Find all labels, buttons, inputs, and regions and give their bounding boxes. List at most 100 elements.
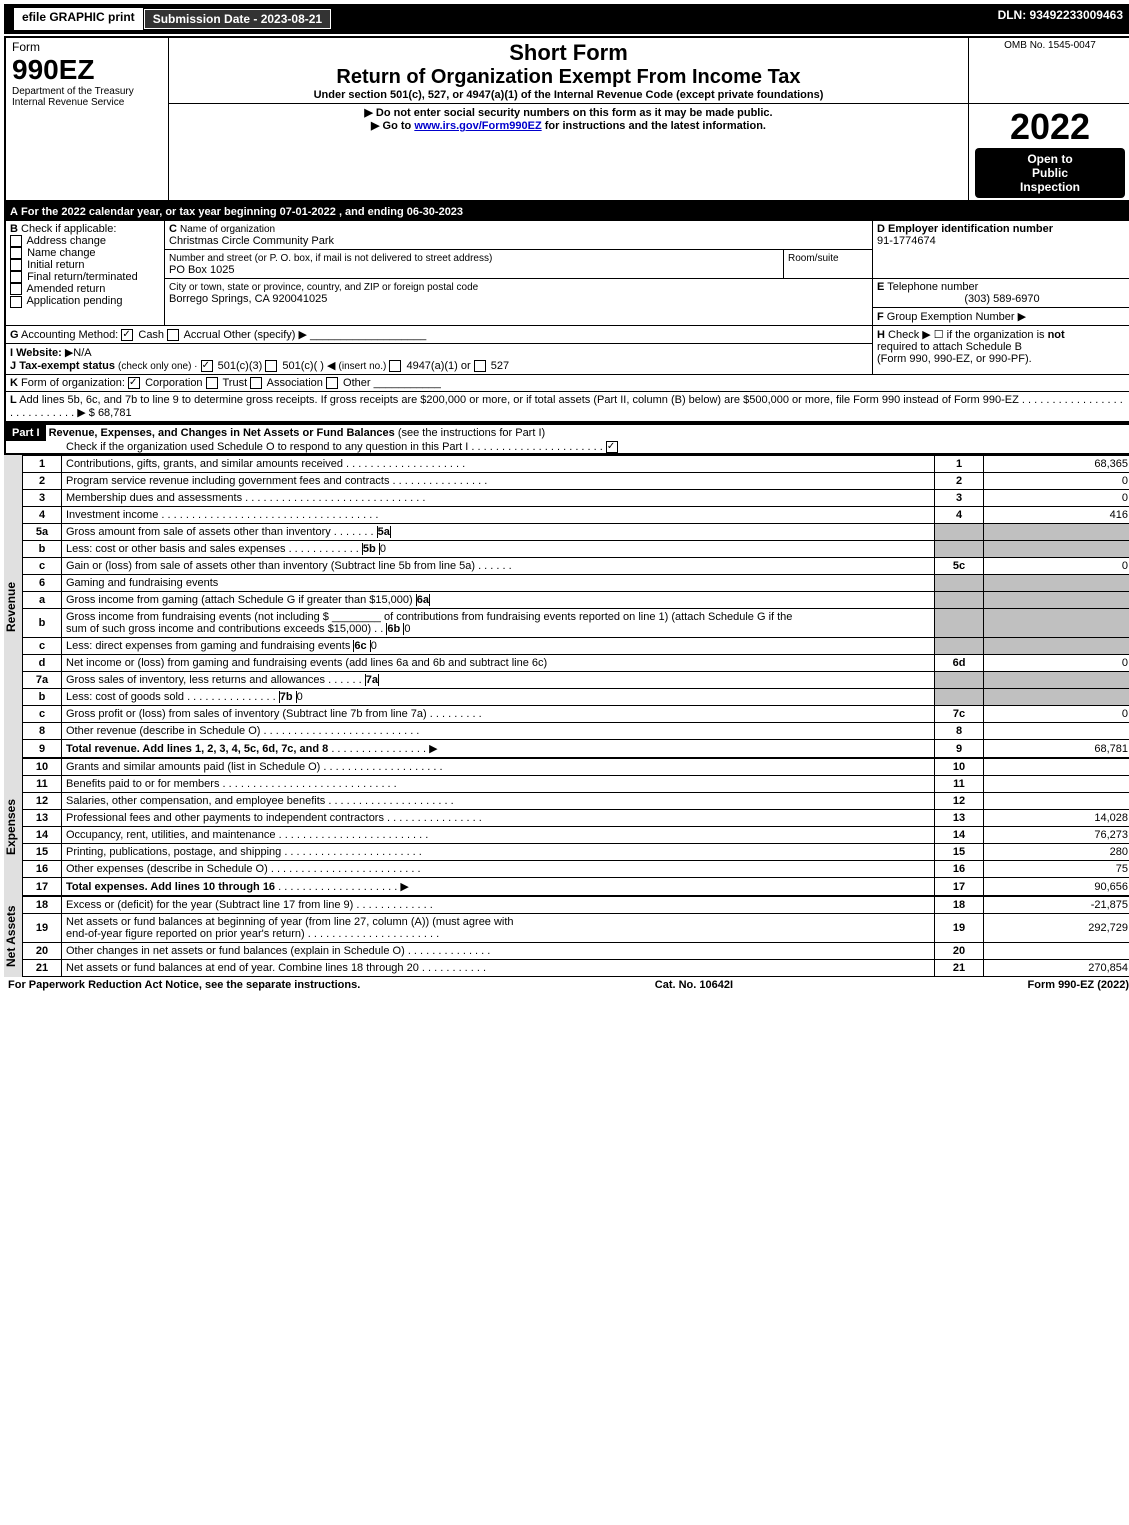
checkbox-initial-return[interactable]: [10, 259, 22, 271]
checkbox-application-pending[interactable]: [10, 296, 22, 308]
name-change-label: Name change: [27, 247, 96, 259]
j-note: (check only one) ·: [118, 361, 197, 372]
line-8-desc: Other revenue (describe in Schedule O): [66, 725, 260, 737]
irs-link[interactable]: www.irs.gov/Form990EZ: [414, 120, 541, 132]
checkbox-accrual[interactable]: [167, 329, 179, 341]
line-15: 15Printing, publications, postage, and s…: [23, 844, 1129, 861]
h-text3: (Form 990, 990-EZ, or 990-PF).: [877, 353, 1032, 365]
line-5c-desc: Gain or (loss) from sale of assets other…: [66, 560, 475, 572]
line-18-desc: Excess or (deficit) for the year (Subtra…: [66, 899, 353, 911]
checkbox-527[interactable]: [474, 360, 486, 372]
line-12-amt: [984, 793, 1129, 810]
checkbox-name-change[interactable]: [10, 247, 22, 259]
line-17: 17Total expenses. Add lines 10 through 1…: [23, 878, 1129, 896]
line-4-desc: Investment income: [66, 509, 158, 521]
g-label: Accounting Method:: [21, 329, 118, 341]
line-2-amt: 0: [984, 473, 1129, 490]
b-label: Check if applicable:: [21, 223, 116, 235]
line-1-desc: Contributions, gifts, grants, and simila…: [66, 458, 343, 470]
line-10-amt: [984, 759, 1129, 776]
expenses-label: Expenses: [4, 758, 22, 896]
footer-right: Form 990-EZ (2022): [1028, 979, 1129, 991]
line-8: 8Other revenue (describe in Schedule O) …: [23, 723, 1129, 740]
checkbox-corporation[interactable]: [128, 377, 140, 389]
inspection-box: Open to Public Inspection: [975, 148, 1125, 198]
line-2-desc: Program service revenue including govern…: [66, 475, 389, 487]
ein-value: 91-1774674: [877, 235, 936, 247]
part1-check-note: Check if the organization used Schedule …: [6, 441, 468, 453]
line-7c: cGross profit or (loss) from sales of in…: [23, 706, 1129, 723]
street-value: PO Box 1025: [169, 264, 234, 276]
phone-value: (303) 589-6970: [877, 293, 1127, 305]
line-6b-subamt: 0: [403, 623, 410, 635]
app-pending-label: Application pending: [26, 295, 122, 307]
tax-year: 2022: [975, 106, 1125, 148]
efile-label[interactable]: efile GRAPHIC print: [14, 8, 143, 30]
c-name-label: Name of organization: [180, 224, 275, 235]
line-16-amt: 75: [984, 861, 1129, 878]
line-15-amt: 280: [984, 844, 1129, 861]
checkbox-schedule-o[interactable]: [606, 441, 618, 453]
checkbox-final-return[interactable]: [10, 271, 22, 283]
inspection: Inspection: [979, 180, 1121, 194]
line-14: 14Occupancy, rent, utilities, and mainte…: [23, 827, 1129, 844]
checkbox-4947[interactable]: [389, 360, 401, 372]
checkbox-address-change[interactable]: [10, 235, 22, 247]
line-6c-subamt: 0: [370, 640, 377, 652]
omb-number: OMB No. 1545-0047: [975, 40, 1125, 51]
line-6b-desc2: of contributions from fundraising events…: [384, 611, 792, 623]
line-4: 4Investment income . . . . . . . . . . .…: [23, 507, 1129, 524]
line-6d-amt: 0: [984, 655, 1129, 672]
h-text1: Check ▶ ☐ if the organization is: [888, 329, 1048, 341]
line-19: 19 Net assets or fund balances at beginn…: [23, 914, 1129, 943]
assoc-label: Association: [267, 377, 323, 389]
goto-suffix: for instructions and the latest informat…: [545, 120, 766, 132]
corp-label: Corporation: [145, 377, 202, 389]
checkbox-501c3[interactable]: [201, 360, 213, 372]
line-14-desc: Occupancy, rent, utilities, and maintena…: [66, 829, 276, 841]
amended-return-label: Amended return: [26, 283, 105, 295]
initial-return-label: Initial return: [27, 259, 84, 271]
line-8-amt: [984, 723, 1129, 740]
line-11-amt: [984, 776, 1129, 793]
k-label: Form of organization:: [21, 377, 125, 389]
netassets-label: Net Assets: [4, 896, 22, 977]
checkbox-501c[interactable]: [265, 360, 277, 372]
checkbox-association[interactable]: [250, 377, 262, 389]
line-20-amt: [984, 943, 1129, 960]
line-3-amt: 0: [984, 490, 1129, 507]
line-21-desc: Net assets or fund balances at end of ye…: [66, 962, 419, 974]
line-6a: aGross income from gaming (attach Schedu…: [23, 592, 1129, 609]
line-1-amt: 68,365: [984, 456, 1129, 473]
public: Public: [979, 166, 1121, 180]
short-form-title: Short Form: [175, 40, 962, 66]
line-21: 21Net assets or fund balances at end of …: [23, 960, 1129, 977]
line-1: 1Contributions, gifts, grants, and simil…: [23, 456, 1129, 473]
page-footer: For Paperwork Reduction Act Notice, see …: [4, 977, 1129, 993]
line-3-desc: Membership dues and assessments: [66, 492, 242, 504]
line-6c: cLess: direct expenses from gaming and f…: [23, 638, 1129, 655]
city-label: City or town, state or province, country…: [169, 282, 478, 293]
line-12: 12Salaries, other compensation, and empl…: [23, 793, 1129, 810]
line-a-text: For the 2022 calendar year, or tax year …: [21, 206, 463, 218]
checkbox-trust[interactable]: [206, 377, 218, 389]
line-6b-desc1: Gross income from fundraising events (no…: [66, 611, 329, 623]
f-label: Group Exemption Number: [887, 311, 1015, 323]
part1-header: Part I Revenue, Expenses, and Changes in…: [4, 423, 1129, 455]
line-13-amt: 14,028: [984, 810, 1129, 827]
checkbox-other-org[interactable]: [326, 377, 338, 389]
trust-label: Trust: [222, 377, 247, 389]
line-5b: bLess: cost or other basis and sales exp…: [23, 541, 1129, 558]
submission-date: Submission Date - 2023-08-21: [144, 9, 331, 29]
line-12-desc: Salaries, other compensation, and employ…: [66, 795, 325, 807]
other-org-label: Other: [343, 377, 371, 389]
line-9-desc: Total revenue. Add lines 1, 2, 3, 4, 5c,…: [66, 743, 328, 755]
revenue-section: Revenue 1Contributions, gifts, grants, a…: [4, 455, 1129, 758]
d-label: Employer identification number: [888, 223, 1053, 235]
line-5c: cGain or (loss) from sale of assets othe…: [23, 558, 1129, 575]
footer-form-number: 990-EZ: [1058, 979, 1094, 991]
checkbox-amended-return[interactable]: [10, 283, 22, 295]
line-6a-desc: Gross income from gaming (attach Schedul…: [66, 594, 413, 606]
part1-title: Revenue, Expenses, and Changes in Net As…: [49, 427, 395, 439]
checkbox-cash[interactable]: [121, 329, 133, 341]
